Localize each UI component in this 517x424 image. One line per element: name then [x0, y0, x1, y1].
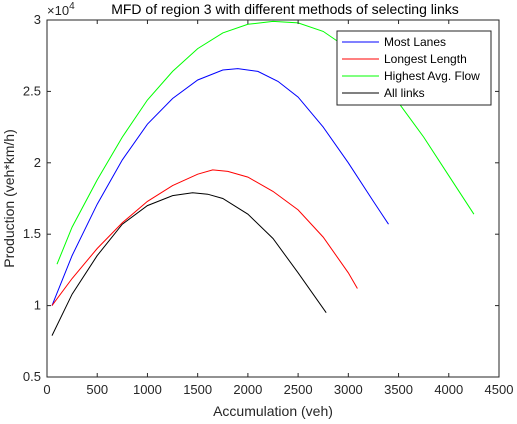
- series-layer: [51, 20, 475, 336]
- x-tick-label: 4000: [434, 382, 463, 397]
- chart-title: MFD of region 3 with different methods o…: [111, 1, 459, 17]
- y-tick-label: 0.5: [23, 369, 41, 384]
- x-tick-label: 500: [86, 382, 108, 397]
- x-tick-label: 2500: [284, 382, 313, 397]
- y-tick-label: 2: [34, 155, 41, 170]
- x-tick-label: 0: [43, 382, 50, 397]
- y-exponent-label: ×104: [47, 1, 75, 18]
- legend-label: Highest Avg. Flow: [384, 69, 480, 83]
- y-tick-label: 3: [34, 12, 41, 27]
- x-tick-label: 1500: [183, 382, 212, 397]
- x-ticks: 0 500 1000 1500 2000 2500 3000 3500 4000 4500: [43, 20, 513, 397]
- y-tick-label: 2.5: [23, 83, 41, 98]
- x-tick-label: 3000: [334, 382, 363, 397]
- legend-label: Longest Length: [384, 52, 467, 66]
- series-line-1: [51, 68, 389, 306]
- legend-label: Most Lanes: [384, 35, 446, 49]
- x-tick-label: 4500: [485, 382, 514, 397]
- x-axis-label: Accumulation (veh): [213, 403, 333, 419]
- y-tick-label: 1: [34, 298, 41, 313]
- series-line-3: [56, 20, 475, 265]
- legend-label: All links: [384, 86, 425, 100]
- x-tick-label: 1000: [133, 382, 162, 397]
- series-line-4: [51, 192, 327, 336]
- x-tick-label: 2000: [233, 382, 262, 397]
- legend: Most Lanes Longest Length Highest Avg. Flo…: [336, 30, 492, 106]
- x-tick-label: 3500: [384, 382, 413, 397]
- y-axis-label: Production (veh*km/h): [1, 129, 17, 268]
- series-line-2: [51, 169, 358, 306]
- y-ticks: 0.5 1 1.5 2 2.5 3: [23, 12, 499, 384]
- y-tick-label: 1.5: [23, 226, 41, 241]
